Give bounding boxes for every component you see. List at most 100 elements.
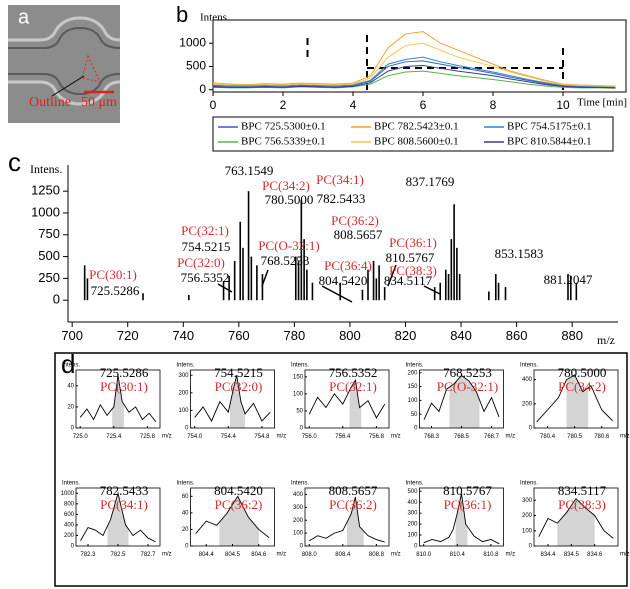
peak-line (538, 497, 614, 539)
x-tick-label: 760 (228, 328, 250, 343)
peak-area (455, 493, 468, 546)
x-tick-label: 804.5 (225, 552, 241, 558)
x-tick-label: 8 (490, 98, 497, 112)
y-axis-label: Intens. (291, 481, 309, 487)
peak-line (80, 491, 156, 543)
y-tick-label: 150 (293, 374, 304, 380)
lipid-id: PC(32:1) (329, 379, 377, 394)
peak-annotation: PC(36:2) (331, 213, 379, 228)
peak-plot: 782.3 782.5 782.7 0 200 400 600 800 1000 782.5433… (61, 481, 172, 558)
peak-line (194, 375, 271, 422)
y-tick-label: 500 (38, 248, 60, 263)
peak-area (449, 375, 480, 428)
peak-annotation: 780.5000 (265, 192, 314, 207)
peak-area (347, 497, 364, 546)
plot-frame (304, 369, 390, 429)
x-axis-label: m/z (506, 434, 516, 440)
peak-line (79, 375, 157, 422)
peak-annotation: 756.5352 (181, 270, 230, 285)
legend-label: BPC 810.5844±0.1 (507, 136, 592, 148)
y-tick-label: 20 (182, 527, 189, 533)
x-tick-label: 804.4 (199, 552, 215, 558)
x-tick-label: 2 (280, 98, 287, 112)
x-axis-label: m/z (506, 552, 516, 558)
plot-frame (533, 487, 619, 547)
y-tick-label: 40 (182, 510, 189, 516)
y-tick-label: 0 (199, 82, 206, 96)
y-tick-label: 200 (522, 513, 533, 519)
peak-plot: 808.0 808.4 808.8 0 100 200 300 400 808.5657PC(3… (291, 481, 401, 558)
y-tick-label: 100 (293, 531, 304, 537)
y-tick-label: 50 (411, 412, 418, 418)
series-line (212, 56, 616, 88)
y-tick-label: 0 (71, 426, 75, 432)
x-tick-label: 754.8 (254, 434, 270, 440)
x-tick-label: 810.8 (483, 552, 499, 558)
x-tick-label: 725.0 (73, 434, 89, 440)
peak-annotation: 808.5657 (334, 227, 383, 242)
leader-line (387, 264, 397, 287)
y-axis-label: Intens. (291, 363, 309, 369)
lipid-id: PC(32:0) (215, 379, 263, 394)
x-tick-label: 754.0 (187, 434, 203, 440)
x-tick-label: 834.4 (540, 552, 556, 558)
lipid-id: PC(O-32:1) (437, 379, 498, 394)
channel-edge (8, 73, 121, 96)
x-tick-label: 754.4 (221, 434, 237, 440)
x-tick-label: 768.5 (454, 434, 470, 440)
peak-annotation: PC(O-32:1) (258, 238, 319, 253)
y-axis-label: Intens. (520, 481, 538, 487)
peak-line (308, 378, 386, 419)
y-tick-label: 1000 (179, 35, 206, 49)
spectrum: 700 720 740 760 780 800 820 840 860 880 0 250 500 750… (8, 147, 618, 347)
peak-mass: 754.5215 (214, 365, 263, 380)
y-tick-label: 1000 (61, 491, 75, 497)
x-axis-label: m/z (277, 434, 287, 440)
peak-annotation: PC(36:1) (389, 235, 437, 250)
x-tick-label: 756.4 (335, 434, 351, 440)
x-tick-label: 808.4 (335, 552, 351, 558)
y-tick-label: 100 (293, 391, 304, 397)
peak-annotation: PC(30:1) (89, 267, 137, 282)
y-axis-label: Intens. (200, 12, 230, 24)
panel-label: c (8, 147, 21, 177)
channel-edge (8, 26, 121, 49)
peak-mass: 808.5657 (329, 483, 378, 498)
y-axis-label: Intens. (30, 162, 62, 176)
x-tick-label: 725.8 (140, 434, 156, 440)
x-tick-label: 782.7 (140, 552, 156, 558)
leader-line (321, 285, 353, 303)
legend-label: BPC 756.5339±0.1 (241, 136, 326, 148)
x-tick-label: 840 (450, 328, 472, 343)
peak-mass: 810.5767 (443, 483, 492, 498)
peak-line (536, 374, 613, 423)
x-tick-label: 810.0 (416, 552, 432, 558)
legend-label: BPC 782.5423±0.1 (374, 121, 459, 133)
peak-mass: 782.5433 (100, 483, 149, 498)
y-tick-label: 0 (529, 426, 533, 432)
peak-annotation: 804.5420 (319, 273, 368, 288)
x-axis-label: m/z (162, 434, 172, 440)
y-axis-label: Intens. (406, 363, 424, 369)
x-tick-label: 782.3 (80, 552, 96, 558)
peak-line (195, 495, 270, 539)
lipid-id: PC(36:1) (444, 497, 492, 512)
y-tick-label: 200 (407, 522, 418, 528)
lipid-id: PC(38:3) (558, 497, 606, 512)
lipid-id: PC(34:2) (558, 379, 606, 394)
x-axis-label: m/z (162, 552, 172, 558)
series-line (212, 42, 616, 87)
peak-annotation: 810.5767 (386, 250, 435, 265)
plot-frame (419, 487, 504, 547)
y-axis-label: Intens. (62, 481, 80, 487)
y-tick-label: 0 (53, 292, 60, 307)
peak-annotation: PC(32:1) (181, 223, 229, 238)
pointer-line (51, 75, 85, 97)
legend-label: BPC 808.5600±0.1 (374, 136, 459, 148)
y-axis-label: Intens. (177, 481, 195, 487)
lipid-id: PC(36:2) (329, 497, 377, 512)
